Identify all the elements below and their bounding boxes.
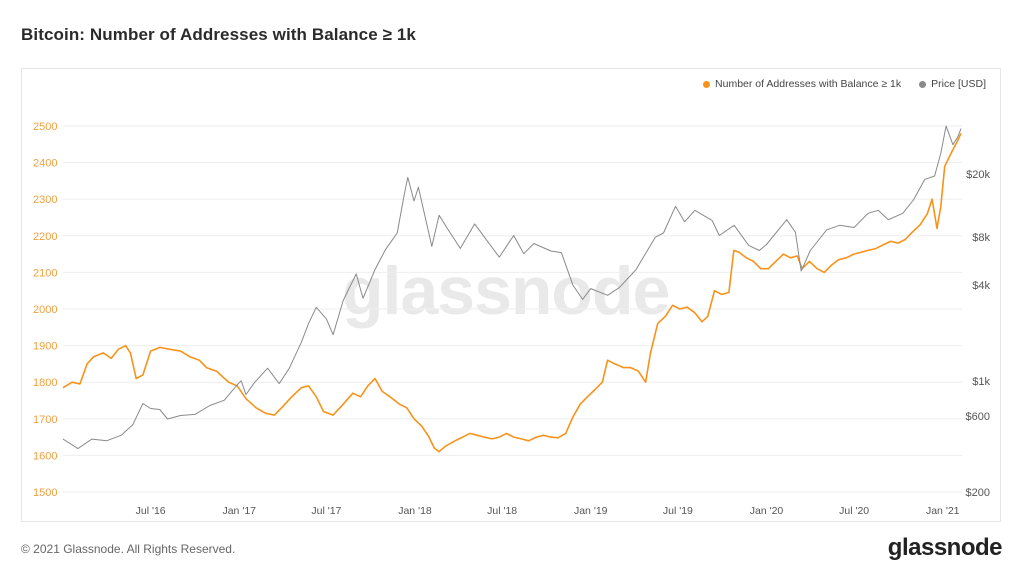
left-tick-label: 1500 (33, 487, 57, 499)
legend-swatch-addresses (703, 80, 711, 88)
right-tick-label: $600 (966, 411, 990, 423)
left-tick-label: 1900 (33, 341, 57, 353)
series-layer (62, 125, 962, 453)
legend-label-addresses: Number of Addresses with Balance ≥ 1k (715, 78, 902, 90)
left-tick-label: 2300 (33, 194, 57, 206)
left-tick-label: 2400 (33, 158, 57, 170)
x-tick-label: Jul '16 (136, 505, 166, 517)
x-tick-label: Jan '21 (926, 505, 960, 517)
page-title: Bitcoin: Number of Addresses with Balanc… (21, 25, 416, 44)
x-tick-label: Jul '17 (311, 505, 341, 517)
left-axis: 1500 1600 1700 1800 1900 2000 2100 2200 2300 2400… (33, 121, 57, 499)
x-tick-label: Jan '19 (574, 505, 608, 517)
legend: Number of Addresses with Balance ≥ 1k Pr… (703, 78, 986, 90)
right-tick-label: $4k (972, 280, 990, 292)
grid-layer (63, 125, 962, 493)
legend-item-addresses[interactable]: Number of Addresses with Balance ≥ 1k (703, 78, 901, 90)
x-tick-label: Jan '20 (750, 505, 784, 517)
x-tick-label: Jul '20 (839, 505, 869, 517)
left-tick-label: 2500 (33, 121, 57, 133)
left-tick-label: 1700 (33, 414, 57, 426)
right-tick-label: $200 (966, 487, 990, 499)
x-tick-label: Jan '18 (398, 505, 432, 517)
watermark: glassnode (342, 253, 670, 329)
right-tick-label: $1k (972, 376, 990, 388)
legend-item-price[interactable]: Price [USD] (919, 78, 986, 90)
x-tick-label: Jul '19 (663, 505, 693, 517)
chart-frame (21, 68, 1001, 522)
left-tick-label: 2000 (33, 304, 57, 316)
legend-swatch-price (919, 80, 927, 88)
legend-label-price: Price [USD] (931, 78, 986, 90)
x-axis: Jul '16 Jan '17 Jul '17 Jan '18 Jul '18 Jan '… (136, 505, 960, 517)
series-line-addresses (62, 132, 962, 453)
glassnode-logo[interactable]: glassnode (887, 534, 1003, 561)
x-tick-label: Jan '17 (222, 505, 256, 517)
x-tick-label: Jul '18 (487, 505, 517, 517)
series-line-price (62, 125, 962, 450)
left-tick-label: 1800 (33, 377, 57, 389)
right-tick-label: $8k (972, 232, 990, 244)
right-tick-label: $20k (966, 169, 990, 181)
right-axis: $200 $600 $1k $4k $8k $20k (966, 169, 991, 499)
copyright-text: © 2021 Glassnode. All Rights Reserved. (21, 542, 236, 556)
left-tick-label: 2200 (33, 231, 57, 243)
left-tick-label: 1600 (33, 450, 57, 462)
left-tick-label: 2100 (33, 267, 57, 279)
